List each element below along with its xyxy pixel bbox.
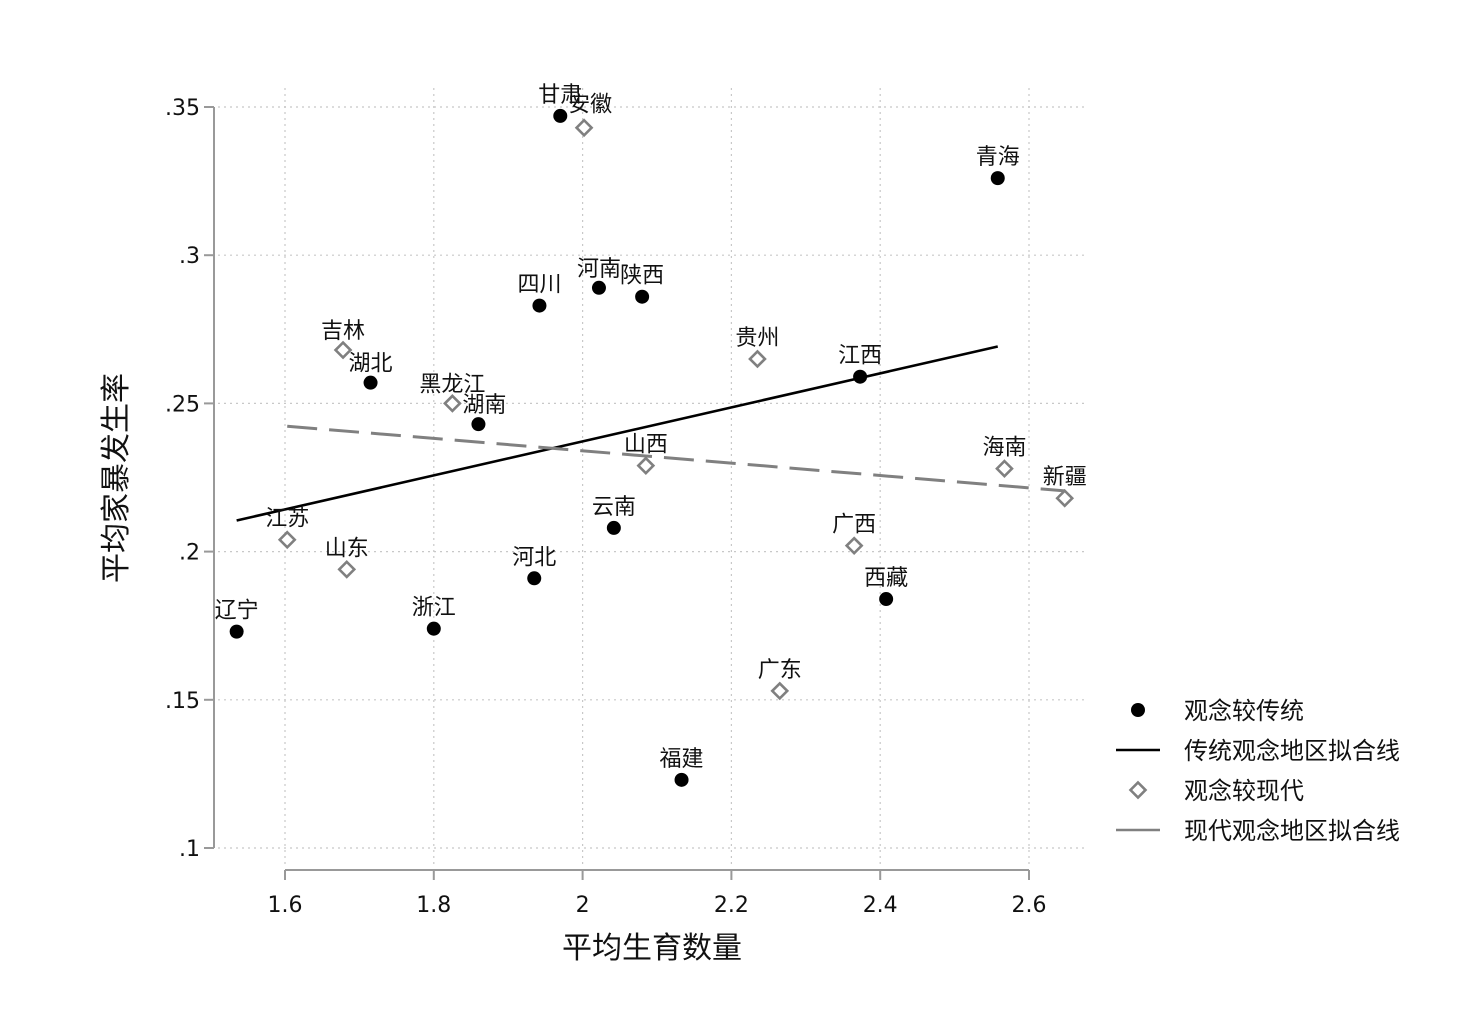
legend-label: 观念较传统 [1184,697,1304,725]
axes: .1 .15 .2 .25 .3 .35 1.6 1.8 2 2.2 2.4 2.6 [165,96,1047,918]
point-label: 贵州 [735,326,779,351]
point-label: 河北 [512,545,556,570]
modern-point [443,394,462,413]
traditional-point [674,772,689,787]
traditional-point [635,289,650,304]
traditional-point [426,621,441,636]
point-label: 福建 [660,747,704,772]
traditional-point [606,520,621,535]
grid [218,88,1085,866]
point-label: 吉林 [321,319,365,344]
legend-label: 现代观念地区拟合线 [1184,817,1400,845]
modern-fit-line [287,424,1065,493]
modern-point [748,349,767,369]
y-axis-title: 平均家暴发生率 [99,373,134,583]
point-label: 广西 [832,513,876,538]
x-tick-label: 2.2 [714,893,749,918]
point-label: 河南 [577,257,621,282]
point-label: 甘肃 [538,83,582,108]
data-points [229,108,1075,787]
y-tick-label: .1 [179,837,200,862]
point-label: 安徽 [568,93,612,118]
point-label: 四川 [517,273,561,298]
point-label: 海南 [982,436,1026,461]
y-tick-label: .2 [179,541,200,566]
modern-point [333,340,353,360]
point-label: 云南 [592,495,636,520]
legend-diamond-key [1128,780,1148,800]
modern-point [636,456,656,475]
point-label: 浙江 [412,596,456,621]
y-tick-label: .3 [179,244,200,269]
fit-lines [236,345,1065,522]
modern-point [1055,488,1075,508]
traditional-point [591,280,606,295]
traditional-point [879,592,894,607]
modern-point [277,530,297,550]
x-tick-label: 2.4 [863,893,898,918]
traditional-point [229,624,244,639]
point-label: 江西 [838,344,882,369]
y-tick-label: .15 [165,689,200,714]
point-label: 湖北 [349,352,393,377]
modern-point [574,118,594,138]
point-label: 山西 [624,433,668,458]
x-axis-title: 平均生育数量 [562,931,742,966]
point-label: 新疆 [1043,465,1087,490]
modern-point [844,536,864,556]
legend-label: 传统观念地区拟合线 [1184,737,1400,765]
traditional-fit-line [236,345,999,522]
point-label: 西藏 [864,566,908,591]
legend-circle-key [1131,703,1145,717]
point-label: 青海 [976,145,1020,170]
x-tick-label: 1.6 [268,893,303,918]
modern-point [770,681,790,701]
point-label: 黑龙江 [419,372,485,397]
y-tick-label: .35 [165,96,200,121]
traditional-point [527,571,542,586]
traditional-point [553,108,568,123]
point-label: 江苏 [265,507,309,532]
x-tick-label: 1.8 [416,893,451,918]
traditional-point [363,375,378,390]
point-label: 辽宁 [215,599,259,624]
point-label: 广东 [758,658,802,683]
traditional-point [990,171,1005,186]
x-tick-label: 2.6 [1012,893,1047,918]
traditional-point [532,298,547,313]
modern-point [995,459,1014,478]
y-tick-label: .25 [165,392,200,417]
legend-label: 观念较现代 [1184,777,1304,805]
x-tick-label: 2 [576,893,590,918]
point-label: 陕西 [620,264,664,289]
point-label: 湖南 [462,393,506,418]
traditional-point [471,417,486,432]
modern-point [337,560,357,579]
point-label: 山东 [325,536,369,561]
traditional-point [853,369,868,384]
